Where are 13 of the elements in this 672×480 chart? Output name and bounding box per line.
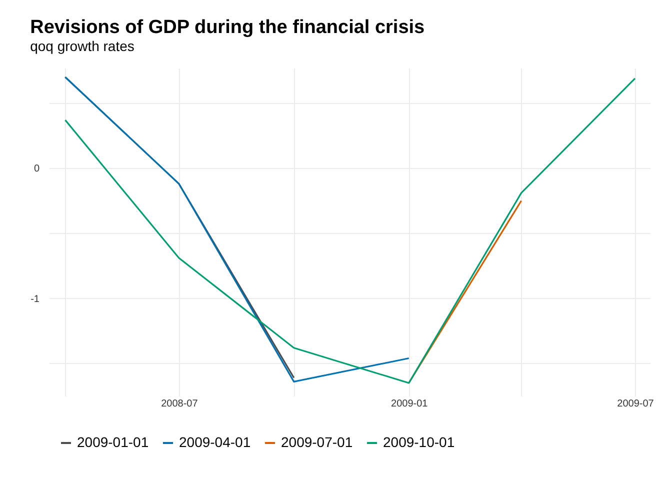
line-series [64, 78, 636, 384]
legend-label: 2009-04-01 [179, 434, 251, 450]
x-tick-label: 2009-07 [617, 398, 654, 410]
y-tick-label: 0 [34, 164, 40, 175]
chart-subtitle: qoq growth rates [30, 38, 134, 54]
chart-title: Revisions of GDP during the financial crisis [30, 17, 425, 38]
legend-label: 2009-01-01 [77, 434, 149, 450]
legend-label: 2009-07-01 [281, 434, 353, 450]
x-tick-label: 2009-01 [391, 398, 428, 410]
x-tick-label: 2008-07 [161, 398, 198, 410]
line-series [64, 76, 410, 382]
y-tick-label: -1 [30, 294, 40, 305]
legend-label: 2009-10-01 [383, 434, 455, 450]
